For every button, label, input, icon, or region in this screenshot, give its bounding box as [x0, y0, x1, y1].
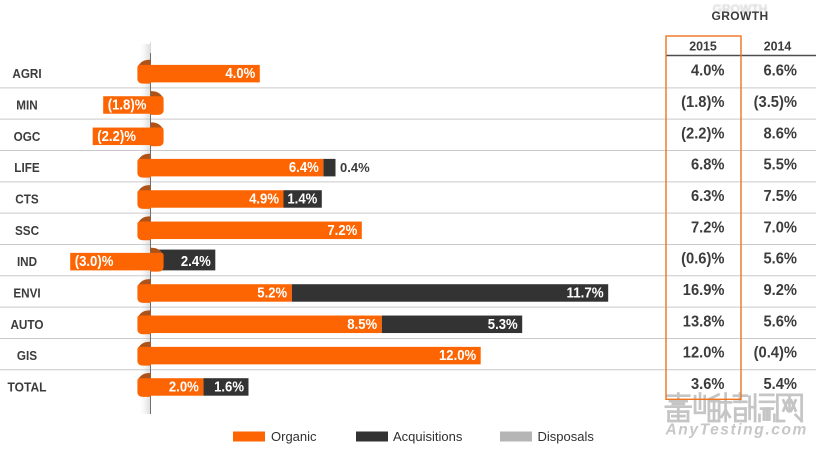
- svg-text:6.6%: 6.6%: [764, 63, 798, 80]
- svg-text:2.4%: 2.4%: [181, 253, 211, 270]
- svg-text:(3.5)%: (3.5)%: [754, 94, 797, 111]
- svg-text:GIS: GIS: [17, 348, 37, 363]
- svg-text:12.0%: 12.0%: [683, 345, 725, 362]
- svg-text:5.6%: 5.6%: [764, 251, 798, 268]
- svg-text:MIN: MIN: [16, 97, 37, 112]
- svg-text:1.6%: 1.6%: [214, 378, 244, 395]
- svg-text:11.7%: 11.7%: [567, 284, 604, 301]
- svg-text:(2.2)%: (2.2)%: [681, 125, 724, 142]
- svg-text:13.8%: 13.8%: [683, 313, 725, 330]
- svg-text:7.5%: 7.5%: [764, 188, 798, 205]
- svg-text:TOTAL: TOTAL: [8, 379, 47, 394]
- svg-text:AGRI: AGRI: [12, 66, 41, 81]
- svg-text:7.2%: 7.2%: [691, 219, 725, 236]
- svg-text:Disposals: Disposals: [538, 429, 595, 444]
- svg-text:(3.0)%: (3.0)%: [75, 253, 114, 270]
- svg-text:5.6%: 5.6%: [764, 313, 798, 330]
- svg-text:LIFE: LIFE: [14, 160, 40, 175]
- svg-text:SSC: SSC: [15, 223, 40, 238]
- svg-text:(2.2)%: (2.2)%: [97, 128, 136, 145]
- svg-text:GROWTH: GROWTH: [711, 9, 768, 23]
- svg-text:3.6%: 3.6%: [691, 376, 725, 393]
- svg-text:4.0%: 4.0%: [225, 65, 255, 82]
- svg-text:5.5%: 5.5%: [764, 157, 798, 174]
- svg-text:7.0%: 7.0%: [764, 219, 798, 236]
- svg-text:2015: 2015: [689, 39, 717, 54]
- svg-text:6.3%: 6.3%: [691, 188, 725, 205]
- svg-text:Acquisitions: Acquisitions: [393, 429, 463, 444]
- svg-text:Organic: Organic: [271, 429, 317, 444]
- svg-text:0.4%: 0.4%: [340, 160, 370, 175]
- svg-text:ENVI: ENVI: [13, 285, 40, 300]
- svg-text:AUTO: AUTO: [10, 317, 43, 332]
- svg-text:6.8%: 6.8%: [691, 157, 725, 174]
- svg-text:(0.4)%: (0.4)%: [754, 345, 797, 362]
- svg-text:16.9%: 16.9%: [683, 282, 725, 299]
- svg-text:(1.8)%: (1.8)%: [681, 94, 724, 111]
- svg-text:(1.8)%: (1.8)%: [108, 96, 147, 113]
- svg-text:8.6%: 8.6%: [764, 125, 798, 142]
- svg-text:1.4%: 1.4%: [287, 190, 317, 207]
- svg-text:6.4%: 6.4%: [289, 159, 319, 176]
- svg-text:AnyTesting.com: AnyTesting.com: [665, 421, 808, 438]
- svg-text:(0.6)%: (0.6)%: [681, 251, 724, 268]
- svg-text:7.2%: 7.2%: [327, 222, 357, 239]
- svg-text:OGC: OGC: [14, 129, 41, 144]
- svg-text:2014: 2014: [764, 39, 792, 54]
- svg-text:5.4%: 5.4%: [764, 376, 798, 393]
- svg-text:4.9%: 4.9%: [249, 190, 279, 207]
- svg-text:5.2%: 5.2%: [257, 284, 287, 301]
- svg-text:CTS: CTS: [15, 191, 39, 206]
- svg-text:2.0%: 2.0%: [169, 378, 199, 395]
- svg-text:GROWTH: GROWTH: [713, 2, 768, 16]
- svg-text:4.0%: 4.0%: [691, 63, 725, 80]
- svg-text:9.2%: 9.2%: [764, 282, 798, 299]
- svg-text:12.0%: 12.0%: [439, 347, 476, 364]
- svg-text:IND: IND: [17, 254, 37, 269]
- svg-text:8.5%: 8.5%: [347, 316, 377, 333]
- svg-text:5.3%: 5.3%: [488, 316, 518, 333]
